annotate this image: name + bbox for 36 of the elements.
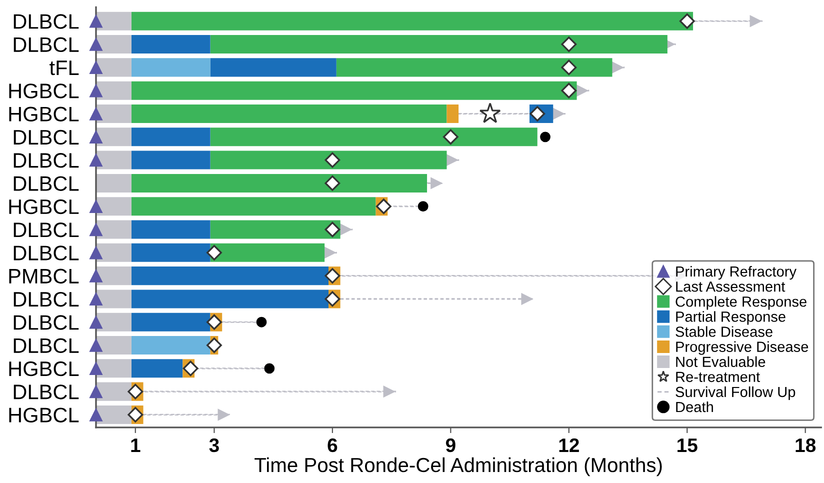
y-tick-label: DLBCL xyxy=(14,14,79,29)
x-tick-label: 3 xyxy=(209,438,219,452)
y-tick-label: DLBCL xyxy=(14,292,79,307)
y-tick-label: HGBCL xyxy=(9,84,79,98)
legend-label: Complete Response xyxy=(676,296,806,310)
y-tick-label: DLBCL xyxy=(14,222,79,238)
y-tick-label: HGBCL xyxy=(9,106,79,122)
legend-label: Last Assessment xyxy=(676,282,786,292)
y-tick-label: DLBCL xyxy=(14,338,79,354)
legend-label: Primary Refractory xyxy=(676,266,797,280)
legend-label: Not Evaluable xyxy=(676,356,766,368)
y-tick-label: HGBCL xyxy=(9,361,79,376)
x-tick-label: 15 xyxy=(678,438,698,452)
y-tick-label: PMBCL xyxy=(9,268,79,284)
legend-label: Survival Follow Up xyxy=(676,386,796,400)
x-tick-label: 9 xyxy=(446,438,456,452)
y-tick-label: HGBCL xyxy=(9,408,79,422)
y-tick-label: DLBCL xyxy=(14,37,79,52)
x-axis-title: Time Post Ronde-Cel Administration (Months) xyxy=(254,457,662,476)
x-tick-label: 18 xyxy=(796,438,816,452)
y-tick-label: DLBCL xyxy=(14,176,79,191)
x-tick-label: 6 xyxy=(328,438,338,452)
y-tick-label: DLBCL xyxy=(14,315,79,330)
y-tick-label: tFL xyxy=(50,60,79,76)
x-tick-label: 1 xyxy=(131,438,140,452)
y-tick-label: DLBCL xyxy=(14,246,79,260)
legend-label: Progressive Disease xyxy=(676,341,808,355)
legend-label: Stable Disease xyxy=(676,326,772,337)
y-tick-label: HGBCL xyxy=(9,199,79,214)
legend-label: Re-treatment xyxy=(676,372,760,382)
x-tick-label: 12 xyxy=(559,438,579,452)
y-tick-label: DLBCL xyxy=(14,130,79,145)
y-tick-label: DLBCL xyxy=(14,384,79,400)
legend-label: Partial Response xyxy=(676,311,786,325)
legend-label: Death xyxy=(676,401,713,412)
y-tick-label: DLBCL xyxy=(14,153,79,168)
